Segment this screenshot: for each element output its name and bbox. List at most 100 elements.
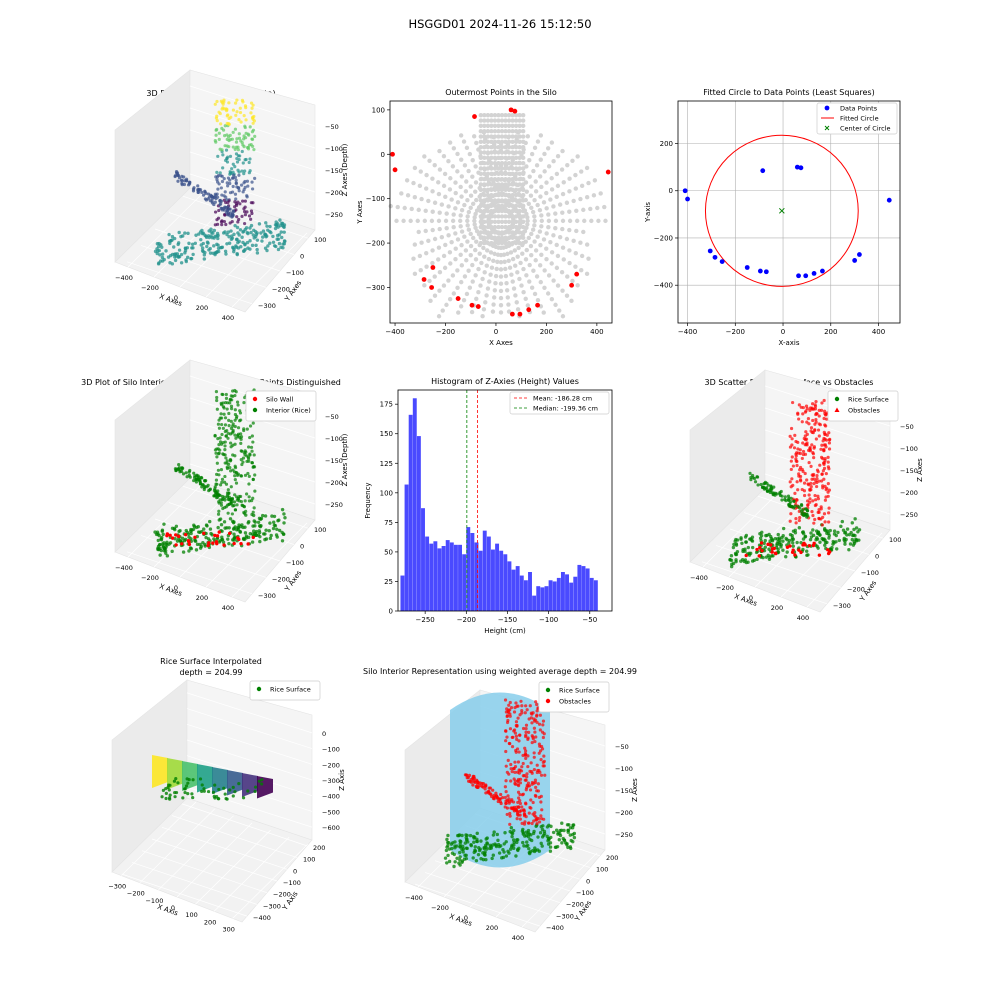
tower-point bbox=[249, 111, 253, 115]
floor-point bbox=[275, 237, 279, 241]
interior-point bbox=[482, 198, 487, 203]
floor-point bbox=[568, 826, 573, 830]
interior-point bbox=[496, 139, 501, 145]
legend-box bbox=[249, 680, 321, 701]
floor-point bbox=[280, 507, 285, 512]
tower-point bbox=[520, 765, 524, 769]
tower-point bbox=[809, 464, 813, 468]
interior-point bbox=[489, 192, 494, 198]
wall-point bbox=[785, 545, 790, 549]
grid-line-3d bbox=[701, 561, 828, 605]
tower-point bbox=[534, 735, 538, 739]
floor-point bbox=[497, 844, 502, 849]
interior-point bbox=[459, 263, 465, 268]
interior-point bbox=[489, 155, 494, 161]
floor-point bbox=[280, 539, 285, 543]
tower-point bbox=[243, 169, 247, 173]
interior-point bbox=[560, 218, 566, 224]
tower-point bbox=[238, 436, 242, 440]
tower-point bbox=[512, 777, 516, 781]
interior-point bbox=[513, 293, 518, 298]
tower-point bbox=[524, 723, 529, 727]
floor-point bbox=[249, 223, 254, 228]
floor-point bbox=[446, 841, 451, 845]
floor-point bbox=[852, 527, 856, 532]
interior-point bbox=[513, 219, 519, 224]
tower-point bbox=[517, 771, 521, 775]
floor-point bbox=[457, 833, 461, 838]
z-tick-label: −200 bbox=[615, 809, 633, 817]
tower-point bbox=[229, 419, 233, 423]
interior-point bbox=[448, 261, 453, 266]
interior-point bbox=[498, 303, 504, 308]
tower-point bbox=[534, 785, 538, 789]
interior-point bbox=[499, 113, 505, 118]
floor-point bbox=[202, 527, 206, 531]
interior-point bbox=[489, 139, 494, 145]
interior-point bbox=[463, 248, 469, 253]
data-point bbox=[712, 254, 718, 260]
interior-point bbox=[513, 230, 519, 235]
tower-point bbox=[814, 417, 818, 422]
z-tick-label: −200 bbox=[322, 761, 340, 769]
tower-point bbox=[522, 822, 527, 826]
floor-point bbox=[462, 857, 467, 861]
x-tick-label: −400 bbox=[678, 328, 697, 336]
floor-point bbox=[265, 234, 269, 238]
floor-point bbox=[762, 541, 766, 546]
x-tick-label: 0 bbox=[174, 294, 178, 302]
interior-point bbox=[510, 171, 515, 177]
floor-point bbox=[235, 225, 240, 230]
tower-point bbox=[822, 466, 827, 470]
tower-point bbox=[528, 769, 532, 773]
tower-point bbox=[824, 472, 828, 476]
floor-point bbox=[220, 529, 224, 533]
histogram-bar bbox=[495, 543, 500, 611]
interior-point bbox=[458, 213, 463, 218]
tower-point bbox=[543, 773, 547, 777]
z-tick-label: −400 bbox=[322, 793, 340, 801]
interior-point bbox=[528, 243, 534, 249]
interior-point bbox=[466, 227, 472, 232]
tower-point bbox=[224, 148, 229, 152]
wall-point bbox=[758, 545, 762, 550]
interior-point bbox=[503, 113, 508, 118]
x-tick-label: −100 bbox=[145, 897, 163, 905]
rice-point bbox=[202, 789, 206, 793]
grid-line-3d bbox=[126, 261, 253, 305]
interior-point bbox=[492, 139, 498, 145]
tower-point bbox=[232, 470, 237, 474]
legend-label: Interior (Rice) bbox=[266, 407, 311, 415]
tower-point bbox=[531, 812, 535, 816]
legend-label: Mean: -186.28 cm bbox=[533, 395, 592, 403]
floor-point bbox=[199, 243, 203, 247]
tower-point bbox=[508, 700, 512, 705]
z-axis-label: Z Axis bbox=[338, 769, 346, 791]
interior-point bbox=[499, 155, 505, 161]
point-cloud bbox=[443, 698, 577, 869]
interior-point bbox=[492, 134, 498, 139]
slope-point bbox=[516, 810, 520, 815]
interior-point bbox=[485, 176, 491, 182]
interior-point bbox=[395, 204, 400, 210]
tower-point bbox=[248, 169, 252, 173]
tower-point bbox=[217, 182, 221, 186]
panel-title: Histogram of Z-Axies (Height) Values bbox=[431, 377, 579, 386]
tower-point bbox=[226, 431, 230, 435]
interior-point bbox=[437, 288, 442, 293]
tower-point bbox=[538, 749, 543, 753]
floor-point bbox=[191, 252, 195, 257]
slope-point bbox=[796, 505, 801, 509]
tower-point bbox=[250, 460, 254, 465]
interior-point bbox=[503, 273, 509, 279]
tower-point bbox=[217, 131, 221, 135]
tower-point bbox=[223, 440, 227, 444]
tower-point bbox=[796, 488, 800, 492]
floor-point bbox=[203, 542, 207, 547]
tower-point bbox=[518, 792, 522, 797]
tower-point bbox=[217, 443, 221, 447]
interior-point bbox=[513, 176, 519, 182]
floor-point bbox=[739, 559, 743, 563]
interior-point bbox=[549, 296, 555, 302]
tower-point bbox=[247, 133, 251, 137]
